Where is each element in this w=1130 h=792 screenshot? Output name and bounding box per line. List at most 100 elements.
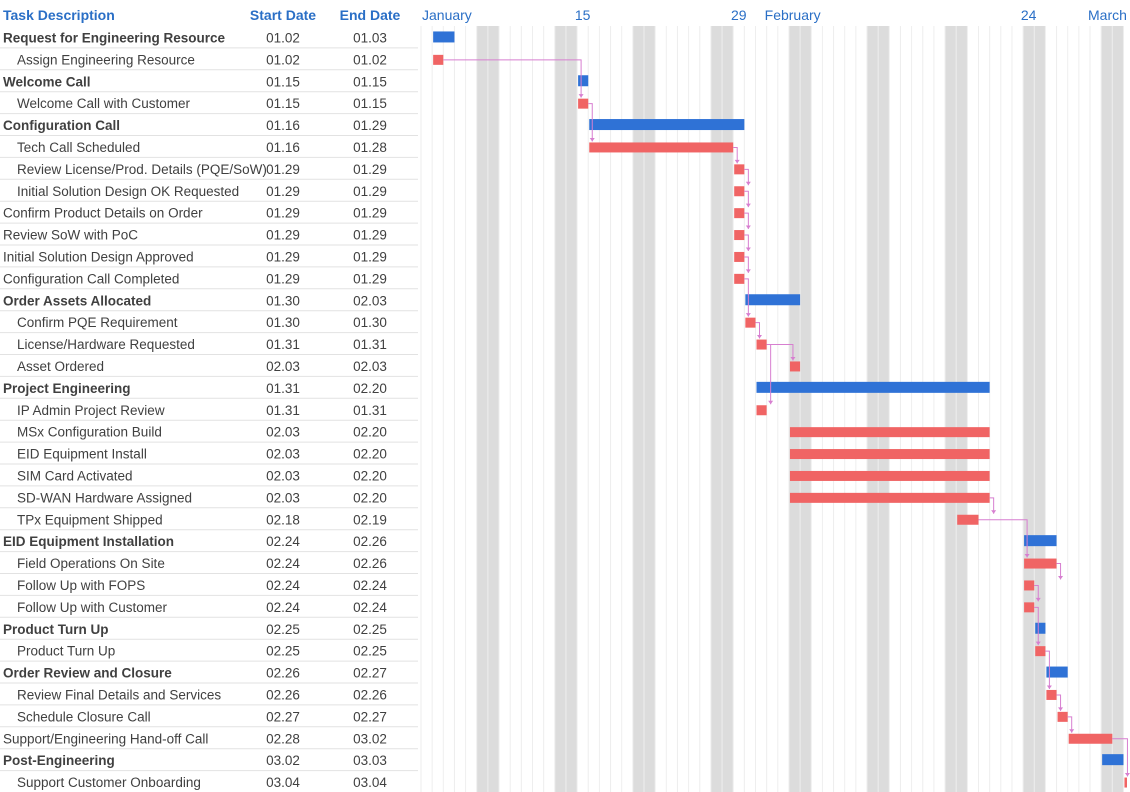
dependency-arrowhead xyxy=(745,313,751,317)
task-name: Follow Up with Customer xyxy=(17,600,168,615)
task-end-date: 02.19 xyxy=(353,512,387,527)
task-start-date: 01.02 xyxy=(266,52,300,67)
summary-bar[interactable] xyxy=(756,381,990,393)
task-end-date: 01.03 xyxy=(353,30,387,45)
task-name: License/Hardware Requested xyxy=(17,337,195,352)
task-bar[interactable] xyxy=(734,186,745,197)
task-bar[interactable] xyxy=(734,251,745,262)
task-name: Product Turn Up xyxy=(17,644,115,659)
task-bar[interactable] xyxy=(578,98,589,109)
task-end-date: 02.20 xyxy=(353,447,387,462)
task-end-date: 02.24 xyxy=(353,578,387,593)
dependency-arrowhead xyxy=(790,356,796,361)
task-bar[interactable] xyxy=(1024,558,1057,569)
task-name: Confirm Product Details on Order xyxy=(3,206,203,221)
task-start-date: 01.29 xyxy=(266,228,300,243)
task-end-date: 01.15 xyxy=(353,74,387,89)
dependency-arrowhead xyxy=(1058,575,1064,580)
task-end-date: 01.29 xyxy=(353,184,387,199)
task-end-date: 01.29 xyxy=(353,162,387,177)
task-end-date: 02.27 xyxy=(353,709,387,724)
task-bar[interactable] xyxy=(957,514,979,525)
task-bar[interactable] xyxy=(745,317,756,328)
task-name: Initial Solution Design OK Requested xyxy=(17,184,239,199)
task-end-date: 01.30 xyxy=(353,315,387,330)
timeline-label: February xyxy=(765,7,821,23)
dependency-arrowhead xyxy=(745,247,751,251)
task-bar[interactable] xyxy=(1046,689,1057,700)
task-name: Support/Engineering Hand-off Call xyxy=(3,731,208,746)
task-bar[interactable] xyxy=(734,208,745,219)
task-start-date: 02.27 xyxy=(266,709,300,724)
summary-bar[interactable] xyxy=(745,294,801,306)
task-name: TPx Equipment Shipped xyxy=(17,512,163,527)
dependency-line xyxy=(744,190,749,208)
task-end-date: 01.31 xyxy=(353,337,387,352)
task-name: Asset Ordered xyxy=(17,359,104,374)
grid-lines xyxy=(420,26,1124,792)
task-bar[interactable] xyxy=(589,142,734,153)
task-bar[interactable] xyxy=(1057,711,1068,722)
task-end-date: 02.26 xyxy=(353,534,387,549)
task-start-date: 01.16 xyxy=(266,118,300,133)
task-name: Product Turn Up xyxy=(3,622,109,637)
summary-bar[interactable] xyxy=(1102,754,1124,766)
dependency-line xyxy=(766,344,772,405)
task-bar[interactable] xyxy=(1068,733,1113,744)
task-end-date: 03.02 xyxy=(353,731,387,746)
summary-bar[interactable] xyxy=(1035,622,1046,634)
dependency-arrowhead xyxy=(1058,707,1064,711)
task-end-date: 02.26 xyxy=(353,687,387,702)
task-end-date: 03.04 xyxy=(353,775,387,790)
task-name: Welcome Call with Customer xyxy=(17,96,191,111)
task-bar[interactable] xyxy=(433,54,444,65)
task-bar[interactable] xyxy=(1035,646,1046,657)
task-bar[interactable] xyxy=(789,361,801,372)
dependency-arrowhead xyxy=(1035,641,1041,646)
dependency-arrowhead xyxy=(734,159,740,164)
task-start-date: 01.15 xyxy=(266,96,300,111)
task-bar[interactable] xyxy=(789,449,990,460)
task-end-date: 02.25 xyxy=(353,644,387,659)
task-bar[interactable] xyxy=(789,427,990,438)
task-end-date: 02.03 xyxy=(353,359,387,374)
dependency-arrows xyxy=(443,59,1130,777)
task-bar[interactable] xyxy=(1024,580,1035,591)
dependency-line xyxy=(1034,584,1039,602)
task-start-date: 01.15 xyxy=(266,74,300,89)
end-date-header: End Date xyxy=(340,7,401,23)
task-bar[interactable] xyxy=(756,405,767,416)
task-bar[interactable] xyxy=(789,470,990,481)
task-name: Confirm PQE Requirement xyxy=(17,315,178,330)
task-bar[interactable] xyxy=(1024,602,1035,613)
task-bar[interactable] xyxy=(734,273,745,284)
dependency-arrowhead xyxy=(1046,685,1052,689)
task-bar[interactable] xyxy=(1124,777,1127,788)
summary-bar[interactable] xyxy=(433,31,455,43)
task-bar[interactable] xyxy=(756,339,767,350)
task-name: IP Admin Project Review xyxy=(17,403,165,418)
timeline-labels: January 15 29 February 24 March xyxy=(422,7,1127,23)
task-name: Initial Solution Design Approved xyxy=(3,249,194,264)
task-name: Welcome Call xyxy=(3,74,91,89)
task-end-date: 02.20 xyxy=(353,425,387,440)
summary-bar[interactable] xyxy=(1024,535,1057,547)
task-bar[interactable] xyxy=(734,164,745,175)
task-start-date: 01.31 xyxy=(266,337,300,352)
summary-bar[interactable] xyxy=(578,75,589,87)
task-start-date: 01.29 xyxy=(266,162,300,177)
task-start-date: 02.03 xyxy=(266,468,300,483)
dependency-line xyxy=(744,168,749,186)
dependency-line xyxy=(744,234,749,251)
task-name: Configuration Call xyxy=(3,118,120,133)
timeline-label: March xyxy=(1088,7,1127,23)
task-bar[interactable] xyxy=(789,492,990,503)
dependency-arrowhead xyxy=(578,94,584,98)
task-end-date: 02.24 xyxy=(353,600,387,615)
dependency-arrowhead xyxy=(745,225,751,230)
task-end-date: 02.20 xyxy=(353,490,387,505)
summary-bar[interactable] xyxy=(589,119,745,131)
dependency-arrowhead xyxy=(745,181,751,186)
summary-bar[interactable] xyxy=(1046,666,1068,678)
task-bar[interactable] xyxy=(734,230,745,241)
